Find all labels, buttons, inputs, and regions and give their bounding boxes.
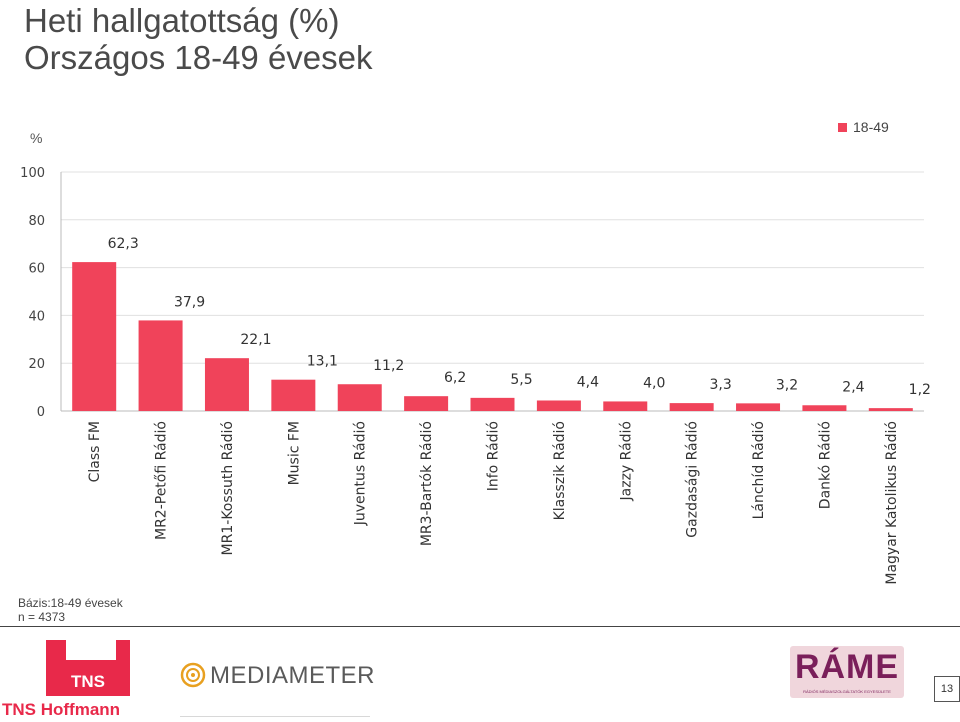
bar bbox=[204, 358, 249, 411]
bar bbox=[404, 396, 449, 411]
x-tick-label: Lánchíd Rádió bbox=[751, 421, 767, 519]
data-label: 1,2 bbox=[909, 382, 931, 398]
bar bbox=[536, 400, 581, 411]
y-axis: 0 20 40 60 80 100 bbox=[20, 166, 45, 420]
x-tick-label: Dankó Rádió bbox=[817, 421, 833, 509]
data-label: 4,0 bbox=[643, 375, 665, 391]
mediameter-logo: MEDIAMETER bbox=[210, 662, 376, 689]
bars bbox=[72, 262, 913, 411]
bar bbox=[72, 262, 117, 411]
mediameter-underline bbox=[180, 716, 370, 717]
value-labels: 62,3 37,9 22,1 13,1 11,2 6,2 5,5 4,4 4,0 3,3 3,2 2,… bbox=[108, 236, 931, 398]
data-label: 3,3 bbox=[710, 377, 732, 393]
mediameter-icon bbox=[180, 662, 206, 688]
tns-logo: TNS bbox=[46, 640, 130, 696]
title-line-2: Országos 18-49 évesek bbox=[24, 39, 373, 76]
rame-logo-subtitle: RÁDIÓS MÉDIASZOLGÁLTATÓK EGYESÜLETE bbox=[803, 689, 891, 694]
y-tick-label: 60 bbox=[28, 262, 45, 277]
x-tick-label: Info Rádió bbox=[486, 421, 502, 491]
legend-swatch bbox=[838, 122, 847, 132]
x-tick-label: MR3-Bartók Rádió bbox=[419, 421, 435, 546]
data-label: 6,2 bbox=[444, 370, 466, 386]
footnote: Bázis:18-49 évesek n = 4373 bbox=[18, 596, 123, 624]
footnote-base: Bázis:18-49 évesek bbox=[18, 596, 123, 610]
data-label: 37,9 bbox=[174, 294, 205, 310]
y-tick-label: 100 bbox=[20, 166, 45, 181]
x-tick-label: Music FM bbox=[286, 421, 302, 485]
x-tick-label: MR1-Kossuth Rádió bbox=[220, 421, 236, 555]
x-tick-label: Class FM bbox=[87, 421, 103, 482]
bar bbox=[802, 405, 847, 411]
page-number: 13 bbox=[934, 676, 960, 702]
data-label: 22,1 bbox=[240, 332, 271, 348]
bar bbox=[669, 403, 714, 411]
data-label: 5,5 bbox=[510, 372, 532, 388]
bar bbox=[603, 401, 648, 411]
rame-logo: RÁME RÁDIÓS MÉDIASZOLGÁLTATÓK EGYESÜLETE bbox=[790, 646, 904, 698]
rame-logo-text: RÁME bbox=[794, 648, 900, 686]
bar-chart: 0 20 40 60 80 100 62,3 37,9 22,1 13,1 11,2 6,2 5,5 4… bbox=[20, 130, 931, 585]
y-axis-label: % bbox=[30, 130, 42, 146]
title-line-1: Heti hallgatottság (%) bbox=[24, 2, 340, 39]
bar bbox=[271, 379, 316, 411]
data-label: 11,2 bbox=[373, 358, 404, 374]
bar bbox=[337, 384, 382, 411]
data-label: 3,2 bbox=[776, 377, 798, 393]
y-tick-label: 40 bbox=[28, 309, 45, 324]
y-tick-label: 0 bbox=[37, 405, 45, 420]
x-tick-label: Juventus Rádió bbox=[353, 421, 369, 526]
x-tick-label: Magyar Katolikus Rádió bbox=[884, 421, 900, 585]
x-tick-label: Jazzy Rádió bbox=[618, 421, 634, 501]
legend-label: 18-49 bbox=[853, 119, 889, 135]
x-tick-label: Gazdasági Rádió bbox=[685, 421, 701, 538]
bar bbox=[868, 408, 913, 411]
y-tick-label: 80 bbox=[28, 214, 45, 229]
chart-grid bbox=[60, 171, 924, 412]
bar bbox=[470, 397, 515, 411]
tns-logo-text: TNS bbox=[71, 672, 105, 691]
footnote-sample-size: n = 4373 bbox=[18, 610, 66, 624]
x-axis: Class FM MR2-Petőfi Rádió MR1-Kossuth Rádi… bbox=[87, 421, 900, 585]
data-label: 13,1 bbox=[307, 354, 338, 370]
data-label: 2,4 bbox=[842, 379, 864, 395]
y-tick-label: 20 bbox=[28, 357, 45, 372]
footer-divider bbox=[0, 626, 960, 627]
tns-hoffmann-wordmark: TNS Hoffmann bbox=[2, 700, 121, 719]
chart-legend: 18-49 bbox=[838, 119, 889, 135]
page-title: Heti hallgatottság (%) Országos 18-49 év… bbox=[24, 2, 724, 76]
x-tick-label: MR2-Petőfi Rádió bbox=[154, 421, 170, 540]
bar bbox=[736, 403, 781, 411]
bar bbox=[138, 320, 183, 411]
x-tick-label: Klasszik Rádió bbox=[552, 421, 568, 520]
data-label: 4,4 bbox=[577, 374, 599, 390]
data-label: 62,3 bbox=[108, 236, 139, 252]
